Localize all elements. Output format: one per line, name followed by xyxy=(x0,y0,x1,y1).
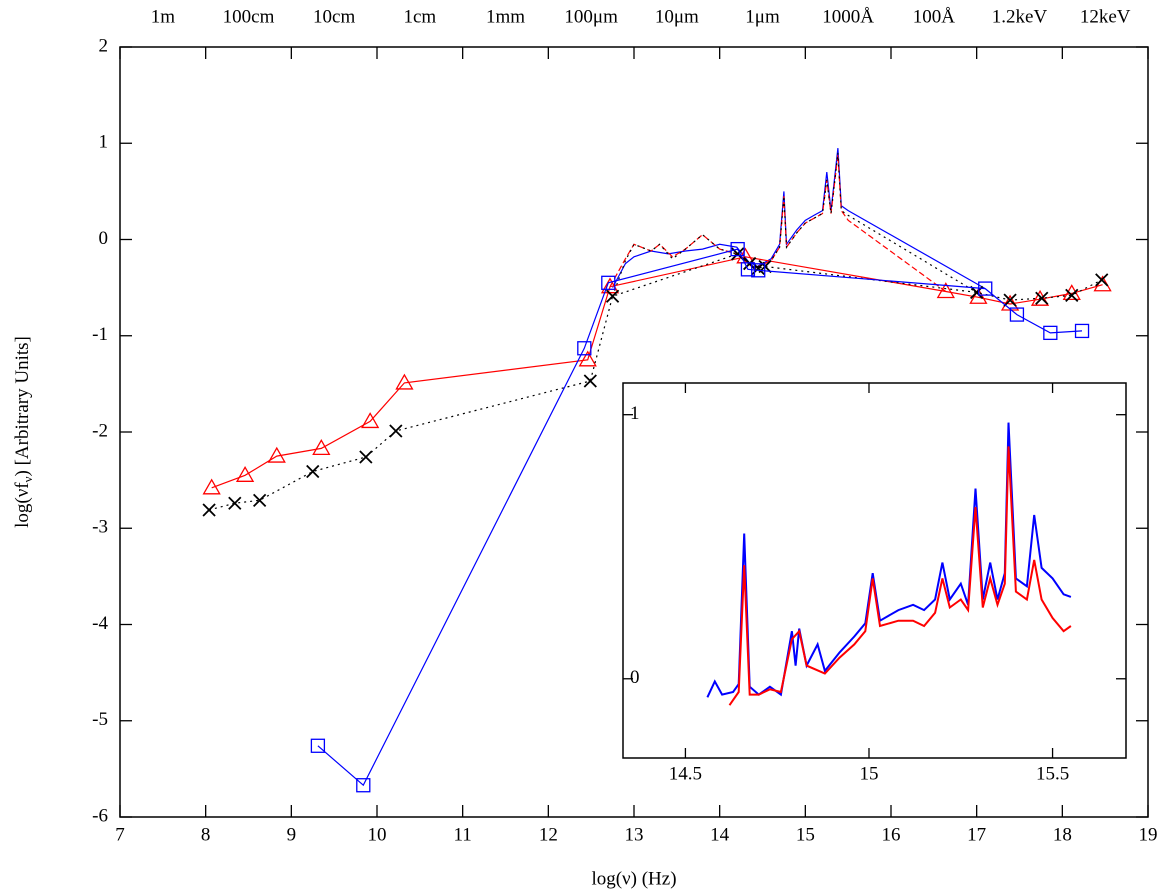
marker-square xyxy=(601,275,616,290)
x-axis-label: log(ν) (Hz) xyxy=(591,868,676,889)
marker-triangle xyxy=(361,412,380,429)
marker-square xyxy=(730,241,745,257)
series-line xyxy=(728,446,1072,706)
series-line xyxy=(208,253,1102,511)
top-axis-label: 100Å xyxy=(913,6,956,27)
series-line xyxy=(706,422,1072,698)
marker-triangle xyxy=(235,466,255,482)
marker-triangle xyxy=(936,282,955,299)
x-tick-label: 16 xyxy=(882,824,901,845)
x-tick-label: 17 xyxy=(967,824,986,845)
series xyxy=(310,241,1090,793)
marker-x xyxy=(253,493,267,507)
top-axis-label: 1.2keV xyxy=(992,6,1048,27)
x-tick-label: 15 xyxy=(859,763,878,784)
marker-square xyxy=(740,262,756,277)
marker-triangle xyxy=(395,373,414,390)
series xyxy=(612,152,978,297)
y-tick-label: 1 xyxy=(99,132,109,153)
plot-frame xyxy=(622,382,1127,759)
marker-triangle xyxy=(1030,289,1050,306)
marker-triangle xyxy=(202,478,221,495)
series-line xyxy=(211,256,1103,489)
x-tick-label: 10 xyxy=(368,824,387,845)
x-tick-label: 14 xyxy=(710,824,730,845)
top-axis-label: 10cm xyxy=(313,6,355,27)
marker-triangle xyxy=(312,439,331,456)
marker-square xyxy=(751,263,766,278)
x-tick-label: 8 xyxy=(201,824,211,845)
marker-x xyxy=(228,496,242,510)
series xyxy=(728,446,1072,706)
x-tick-label: 12 xyxy=(539,824,558,845)
series xyxy=(706,422,1072,698)
marker-x xyxy=(1003,293,1017,307)
marker-square xyxy=(978,281,993,296)
x-tick-label: 15.5 xyxy=(1036,763,1069,784)
x-tick-label: 9 xyxy=(287,824,297,845)
x-tick-label: 13 xyxy=(625,824,644,845)
y-tick-label: 0 xyxy=(99,228,109,249)
y-tick-label: 2 xyxy=(99,35,109,56)
top-axis-label: 1cm xyxy=(403,6,436,27)
marker-x xyxy=(306,464,320,479)
marker-square xyxy=(356,778,371,793)
series-line xyxy=(317,248,1083,787)
marker-x xyxy=(359,450,373,464)
marker-x xyxy=(583,374,597,388)
x-tick-label: 19 xyxy=(1139,824,1158,845)
top-axis-label: 1μm xyxy=(745,6,780,27)
marker-x xyxy=(605,289,620,303)
series-line xyxy=(612,152,978,297)
y-tick-label: -1 xyxy=(92,324,108,345)
y-tick-label: -2 xyxy=(92,420,108,441)
y-tick-label: -6 xyxy=(92,805,108,826)
top-axis-label: 1mm xyxy=(486,6,525,27)
y-tick-label: -5 xyxy=(92,709,108,730)
y-tick-label: -4 xyxy=(92,613,108,634)
marker-x xyxy=(1065,288,1079,302)
x-tick-label: 15 xyxy=(796,824,815,845)
marker-square xyxy=(1074,323,1090,339)
x-tick-label: 18 xyxy=(1053,824,1072,845)
y-label-subscript: ν xyxy=(20,476,35,482)
marker-x xyxy=(389,424,403,438)
top-axis-label: 1000Å xyxy=(822,6,874,27)
marker-x xyxy=(1095,273,1109,287)
x-tick-label: 14.5 xyxy=(669,763,702,784)
y-label-part: log(νf xyxy=(12,482,33,528)
marker-triangle xyxy=(267,446,286,463)
y-tick-label: 0 xyxy=(630,667,640,688)
marker-square xyxy=(577,341,592,356)
marker-square xyxy=(1009,307,1025,322)
marker-x xyxy=(1035,291,1049,305)
y-tick-label: -3 xyxy=(92,517,108,538)
y-label-part: ) [Arbitrary Units] xyxy=(12,336,33,476)
marker-square xyxy=(1043,325,1058,341)
marker-x xyxy=(743,256,757,271)
top-axis-label: 1m xyxy=(151,6,176,27)
x-tick-label: 11 xyxy=(454,824,472,845)
top-axis-label: 100cm xyxy=(223,6,275,27)
marker-x xyxy=(202,503,216,517)
x-tick-label: 7 xyxy=(115,824,125,845)
top-axis-label: 10μm xyxy=(655,6,699,27)
y-axis-label: log(νfν) [Arbitrary Units] xyxy=(12,336,35,528)
marker-triangle xyxy=(969,287,988,304)
marker-triangle xyxy=(578,350,597,367)
top-axis-label: 100μm xyxy=(564,6,618,27)
marker-square xyxy=(310,738,326,753)
top-axis-label: 12keV xyxy=(1080,6,1131,27)
y-tick-label: 1 xyxy=(630,403,640,424)
